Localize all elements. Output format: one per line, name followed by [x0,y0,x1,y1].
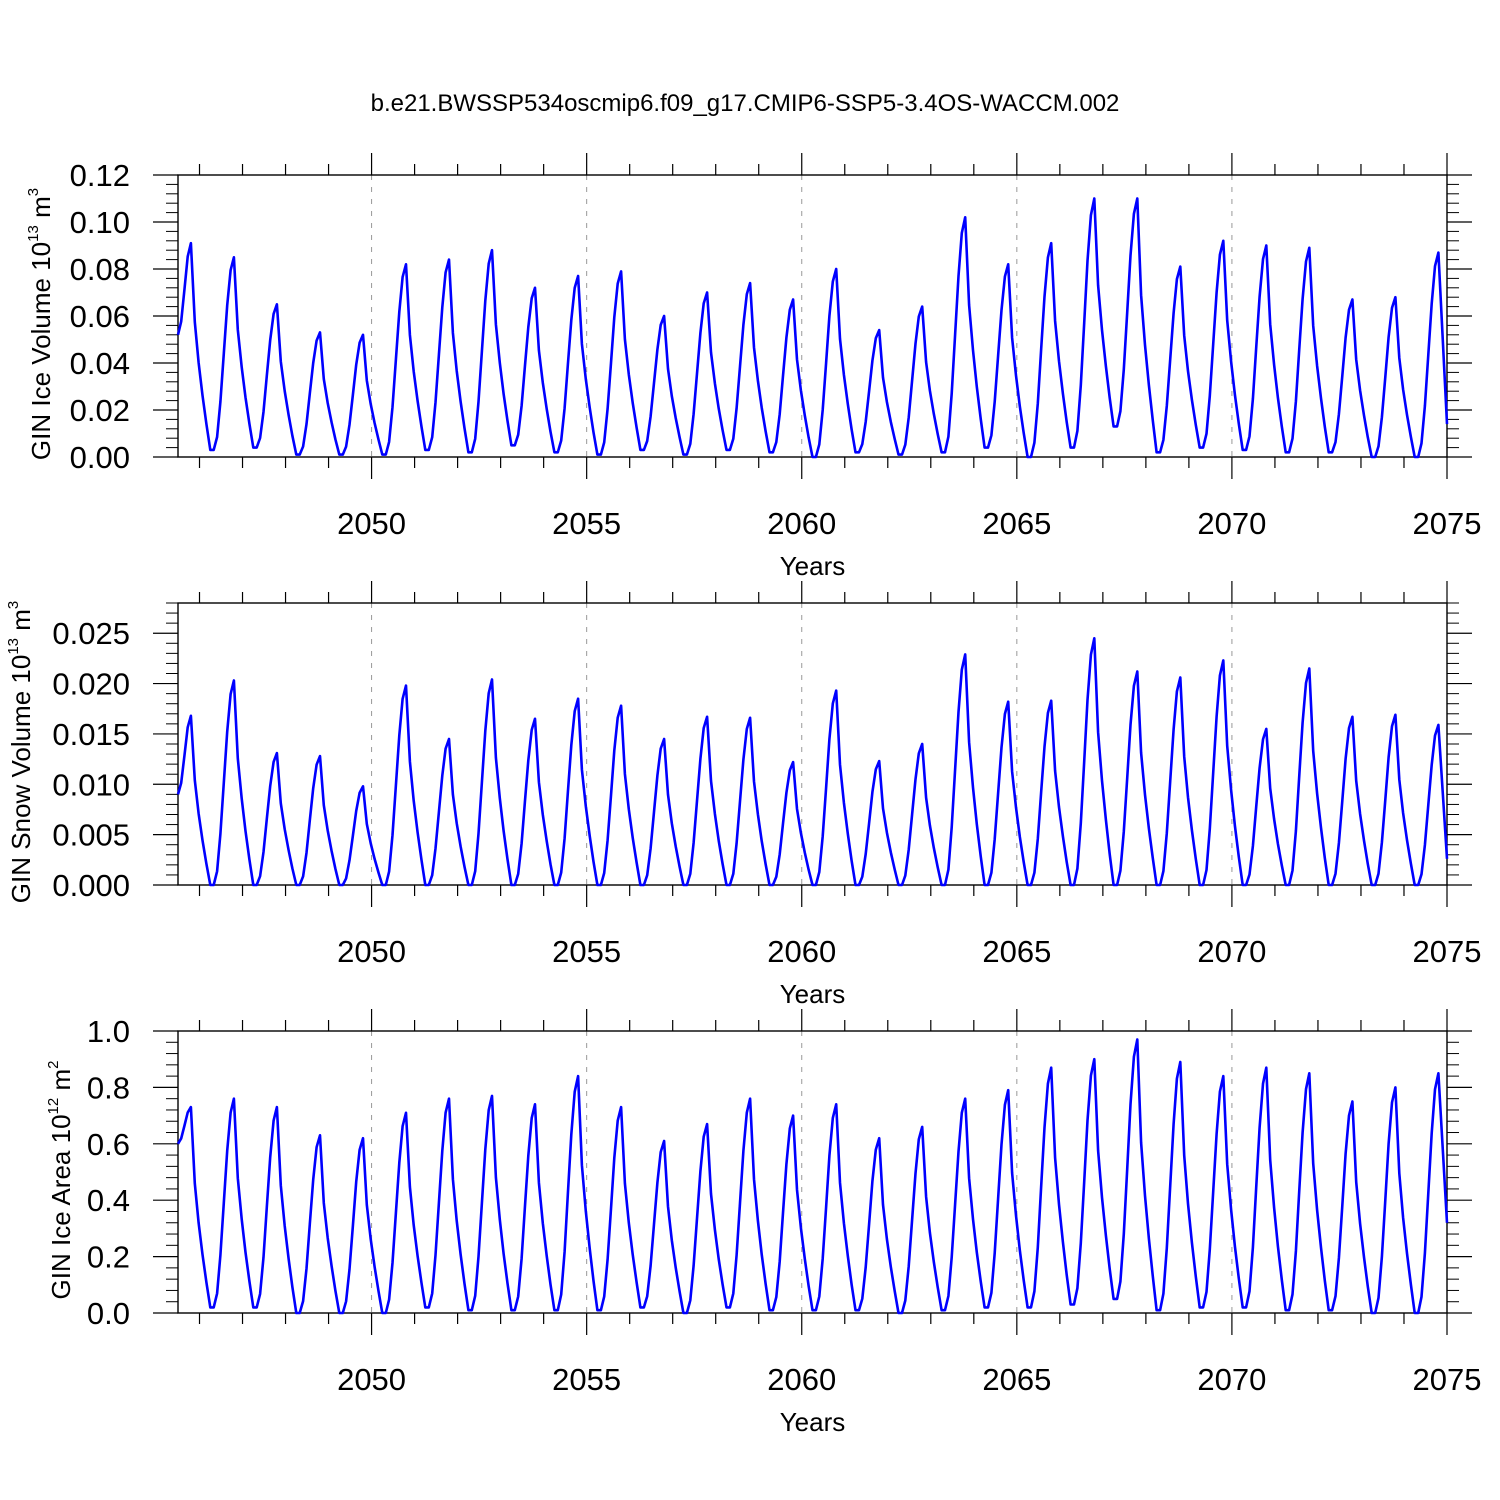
x-tick-label: 2075 [1413,934,1482,969]
y-axis-title-unit-exponent: 3 [5,601,22,609]
x-axis-title: Years [780,979,846,1009]
x-tick-label: 2065 [982,1362,1051,1397]
y-axis-title-unit-exponent: 3 [25,188,42,196]
x-tick-label: 2060 [767,506,836,541]
y-tick-label: 0.8 [87,1070,130,1105]
y-axis-title: GIN Ice Area 1012 m2 [45,1061,76,1300]
y-axis-title-unit: m [6,609,36,638]
plot-frame [177,602,1448,886]
y-axis-title: GIN Ice Volume 1013 m3 [25,188,56,460]
panels: 2050 2055 2060 2065 2070 20750.000.020.040.06… [5,153,1481,1437]
x-tick-label: 2060 [767,934,836,969]
y-axis-title-text: GIN Snow Volume 10 [6,655,36,904]
x-tick-label: 2070 [1197,934,1266,969]
y-tick-label: 0.12 [70,158,130,193]
panel-3: 2050 2055 2060 2065 2070 2075 0.0 0.2 0.4 0.6 0.8 1… [45,1009,1481,1437]
x-tick-label: 2075 [1413,506,1482,541]
y-tick-label: 0.6 [87,1127,130,1162]
y-axis-title-unit: m [26,196,56,225]
y-tick-label: 0.015 [52,717,130,752]
y-tick-label: 0.0 [87,1296,130,1331]
y-tick-label: 0.08 [70,252,130,287]
x-tick-label: 2050 [337,506,406,541]
series-line [176,197,1449,459]
x-tick-label: 2065 [982,506,1051,541]
y-tick-label: 0.005 [52,818,130,853]
y-tick-label: 0.020 [52,667,130,702]
x-tick-label: 2060 [767,1362,836,1397]
panel-1: 2050 2055 2060 2065 2070 2075 0.00 0.02 0.04 0.06… [25,153,1481,581]
y-axis-title-exponent: 12 [45,1098,62,1115]
y-axis-title-exponent: 13 [5,638,22,655]
x-axis-title: Years [780,551,846,581]
y-tick-label: 0.010 [52,767,130,802]
x-tick-label: 2070 [1197,506,1266,541]
y-tick-label: 0.04 [70,346,130,381]
x-tick-label: 2050 [337,934,406,969]
series-line [176,637,1449,887]
y-axis-title: GIN Snow Volume 1013 m3 [5,601,36,904]
y-tick-label: 0.4 [87,1183,130,1218]
y-axis-title-unit-exponent: 2 [45,1061,62,1069]
plot-frame [177,174,1448,458]
y-tick-label: 0.000 [52,868,130,903]
x-tick-label: 2055 [552,1362,621,1397]
x-tick-label: 2050 [337,1362,406,1397]
y-tick-label: 0.10 [70,205,130,240]
x-tick-label: 2065 [982,934,1051,969]
x-tick-label: 2075 [1413,1362,1482,1397]
y-tick-label: 0.025 [52,616,130,651]
x-tick-label: 2055 [552,506,621,541]
series-line [176,1038,1449,1315]
y-tick-label: 0.06 [70,299,130,334]
y-tick-label: 1.0 [87,1014,130,1049]
y-tick-label: 0.00 [70,440,130,475]
y-tick-label: 0.2 [87,1240,130,1275]
x-tick-label: 2055 [552,934,621,969]
figure-title: b.e21.BWSSP534oscmip6.f09_g17.CMIP6-SSP5… [371,90,1120,117]
y-axis-title-text: GIN Ice Volume 10 [26,242,56,460]
panel-2: 2050 2055 2060 2065 2070 2075 0.000 0.005 0.010 0… [5,581,1481,1009]
plot-frame [177,1030,1448,1314]
y-axis-title-text: GIN Ice Area 10 [46,1114,76,1299]
x-axis-title: Years [780,1407,846,1437]
x-tick-label: 2070 [1197,1362,1266,1397]
y-axis-title-unit: m [46,1069,76,1098]
y-axis-title-exponent: 13 [25,225,42,242]
y-tick-label: 0.02 [70,393,130,428]
